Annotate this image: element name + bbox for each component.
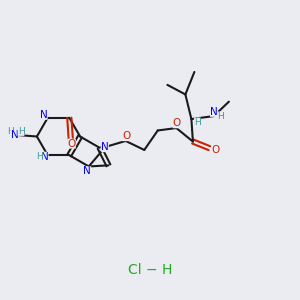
- Text: H: H: [36, 152, 43, 161]
- Text: H: H: [18, 127, 24, 136]
- Text: N: N: [41, 152, 49, 162]
- Text: N: N: [83, 166, 91, 176]
- Text: H: H: [8, 127, 14, 136]
- Text: Cl − H: Cl − H: [128, 263, 172, 277]
- Text: H: H: [194, 118, 201, 127]
- Text: O: O: [68, 139, 76, 148]
- Text: O: O: [212, 145, 220, 155]
- Text: N: N: [11, 130, 18, 140]
- Text: N: N: [40, 110, 48, 120]
- Text: N: N: [101, 142, 109, 152]
- Text: N: N: [210, 107, 218, 117]
- Text: O: O: [173, 118, 181, 128]
- Text: H: H: [217, 112, 224, 121]
- Text: O: O: [122, 131, 130, 141]
